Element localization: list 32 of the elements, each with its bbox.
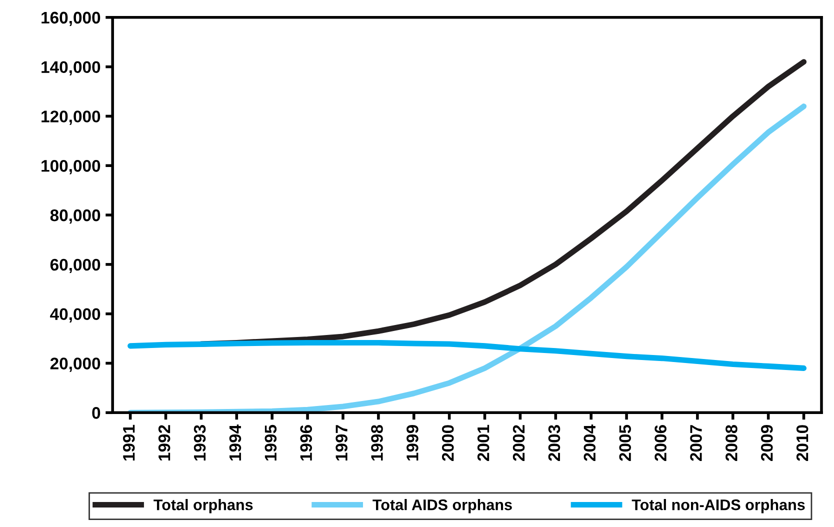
x-tick-label: 1999 <box>406 425 418 460</box>
x-tick-label: 2000 <box>442 425 454 461</box>
y-tick-label: 60,000 <box>50 258 100 274</box>
x-tick-label: 2003 <box>548 425 560 461</box>
x-tick-label: 2008 <box>726 424 738 461</box>
x-tick-label: 2007 <box>690 425 702 461</box>
x-tick-label: 2001 <box>477 424 490 461</box>
x-tick-label: 1995 <box>264 424 277 460</box>
y-tick-label: 100,000 <box>42 160 100 174</box>
x-tick-label: 2005 <box>619 424 632 461</box>
y-tick-label: 140,000 <box>42 61 100 76</box>
y-tick-label: 0 <box>92 407 100 419</box>
legend-label: Total orphans <box>154 499 253 514</box>
y-tick-label: 120,000 <box>42 110 100 125</box>
y-tick-label: 160,000 <box>42 12 100 26</box>
y-tick-label: 40,000 <box>50 308 100 322</box>
y-tick-label: 20,000 <box>50 358 100 372</box>
x-tick-label: 2006 <box>654 425 666 461</box>
x-tick-label: 1998 <box>371 424 383 460</box>
y-tick-label: 80,000 <box>50 209 100 224</box>
x-tick-label: 2009 <box>760 425 773 461</box>
x-tick-label: 2002 <box>512 425 525 461</box>
x-tick-label: 2004 <box>584 424 596 461</box>
x-tick-label: 1994 <box>229 424 242 460</box>
x-tick-label: 1991 <box>122 424 135 460</box>
x-tick-label: 1997 <box>336 425 348 460</box>
x-tick-label: 1992 <box>158 425 170 460</box>
x-tick-label: 1996 <box>300 425 312 460</box>
legend-label: Total AIDS orphans <box>372 499 512 514</box>
x-tick-label: 2010 <box>796 425 808 461</box>
legend-label: Total non-AIDS orphans <box>632 499 805 514</box>
x-tick-label: 1993 <box>194 425 206 460</box>
